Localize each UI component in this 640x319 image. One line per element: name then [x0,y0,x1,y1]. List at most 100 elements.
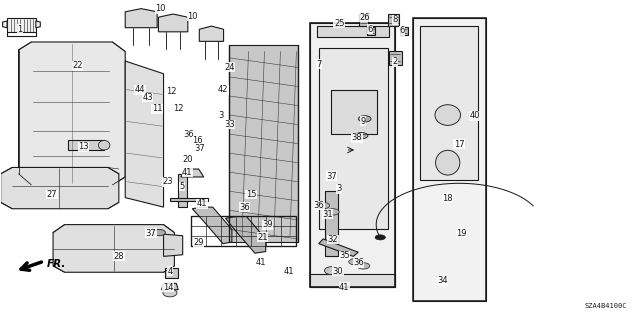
Text: 41: 41 [256,258,266,267]
Polygon shape [53,225,174,272]
Text: 36: 36 [353,258,364,267]
Text: 10: 10 [155,4,166,13]
Polygon shape [36,21,40,28]
Polygon shape [7,18,36,33]
Text: 2: 2 [393,57,398,66]
Polygon shape [19,42,125,185]
Polygon shape [319,239,358,256]
Text: 37: 37 [326,172,337,181]
Text: 35: 35 [339,251,349,260]
Text: 17: 17 [454,140,465,149]
Text: 9: 9 [361,117,366,126]
Text: 39: 39 [262,220,273,229]
Text: 30: 30 [333,267,343,276]
Polygon shape [1,167,119,209]
Polygon shape [325,191,338,256]
Text: 11: 11 [152,104,163,113]
Text: 26: 26 [360,13,370,22]
Text: 36: 36 [314,201,324,210]
Text: 37: 37 [195,144,205,153]
Text: 41: 41 [339,283,349,292]
Text: 16: 16 [192,136,203,145]
Text: 6: 6 [367,25,372,34]
Polygon shape [332,90,378,134]
Polygon shape [317,26,389,37]
Polygon shape [180,169,204,177]
Text: 40: 40 [469,111,480,120]
Ellipse shape [324,267,339,275]
Text: 24: 24 [224,63,235,72]
Text: 15: 15 [246,190,256,199]
Circle shape [375,235,385,240]
Polygon shape [358,14,368,26]
Polygon shape [413,18,486,301]
Text: 32: 32 [328,235,338,244]
Text: 1: 1 [17,25,22,34]
Text: 42: 42 [218,85,228,94]
Polygon shape [192,207,232,244]
Polygon shape [199,26,223,41]
Text: 29: 29 [193,238,204,247]
Text: 5: 5 [179,182,185,191]
Text: 36: 36 [184,130,195,138]
Text: 13: 13 [79,142,89,151]
Text: 43: 43 [142,93,153,102]
Text: 7: 7 [316,60,321,69]
Polygon shape [310,23,396,286]
Text: 10: 10 [187,12,198,21]
Polygon shape [162,283,178,290]
Ellipse shape [436,150,460,175]
Text: 23: 23 [163,177,173,186]
Polygon shape [170,197,208,201]
Polygon shape [178,174,187,207]
Text: 21: 21 [257,233,268,242]
Text: 27: 27 [47,190,57,199]
Text: 22: 22 [72,61,83,70]
Polygon shape [159,14,188,32]
Circle shape [349,259,362,265]
Polygon shape [367,27,375,35]
Circle shape [358,116,371,122]
Text: 14: 14 [163,283,173,292]
Text: 18: 18 [442,194,453,203]
Polygon shape [420,26,478,180]
Polygon shape [3,21,7,28]
Text: 31: 31 [323,210,333,219]
Polygon shape [166,268,178,278]
Polygon shape [229,45,298,242]
Text: 19: 19 [456,229,467,238]
Polygon shape [164,234,182,256]
Text: 12: 12 [166,87,177,96]
Polygon shape [125,61,164,207]
Polygon shape [388,14,399,26]
Polygon shape [319,48,388,229]
Text: 28: 28 [113,252,124,261]
Circle shape [317,202,330,209]
Ellipse shape [435,105,461,125]
Text: 33: 33 [224,120,235,129]
Circle shape [326,209,339,215]
Text: 34: 34 [437,276,448,285]
Text: FR.: FR. [47,259,66,269]
Ellipse shape [163,289,177,297]
Text: 3: 3 [337,184,342,193]
Text: 38: 38 [351,133,362,142]
Polygon shape [68,140,104,150]
Polygon shape [389,51,402,65]
Polygon shape [225,217,266,253]
Circle shape [153,229,166,236]
Text: 20: 20 [182,155,193,164]
Polygon shape [125,9,157,28]
Ellipse shape [99,140,110,150]
Circle shape [357,263,370,269]
Text: 12: 12 [173,104,184,113]
Text: 3: 3 [218,111,224,120]
Text: 25: 25 [334,19,344,28]
Text: 6: 6 [399,26,404,35]
Text: 41: 41 [196,199,207,208]
Text: 4: 4 [167,267,173,276]
Text: 41: 41 [182,168,193,177]
Text: 8: 8 [393,15,398,24]
Text: 36: 36 [239,203,250,211]
Text: 44: 44 [134,85,145,94]
